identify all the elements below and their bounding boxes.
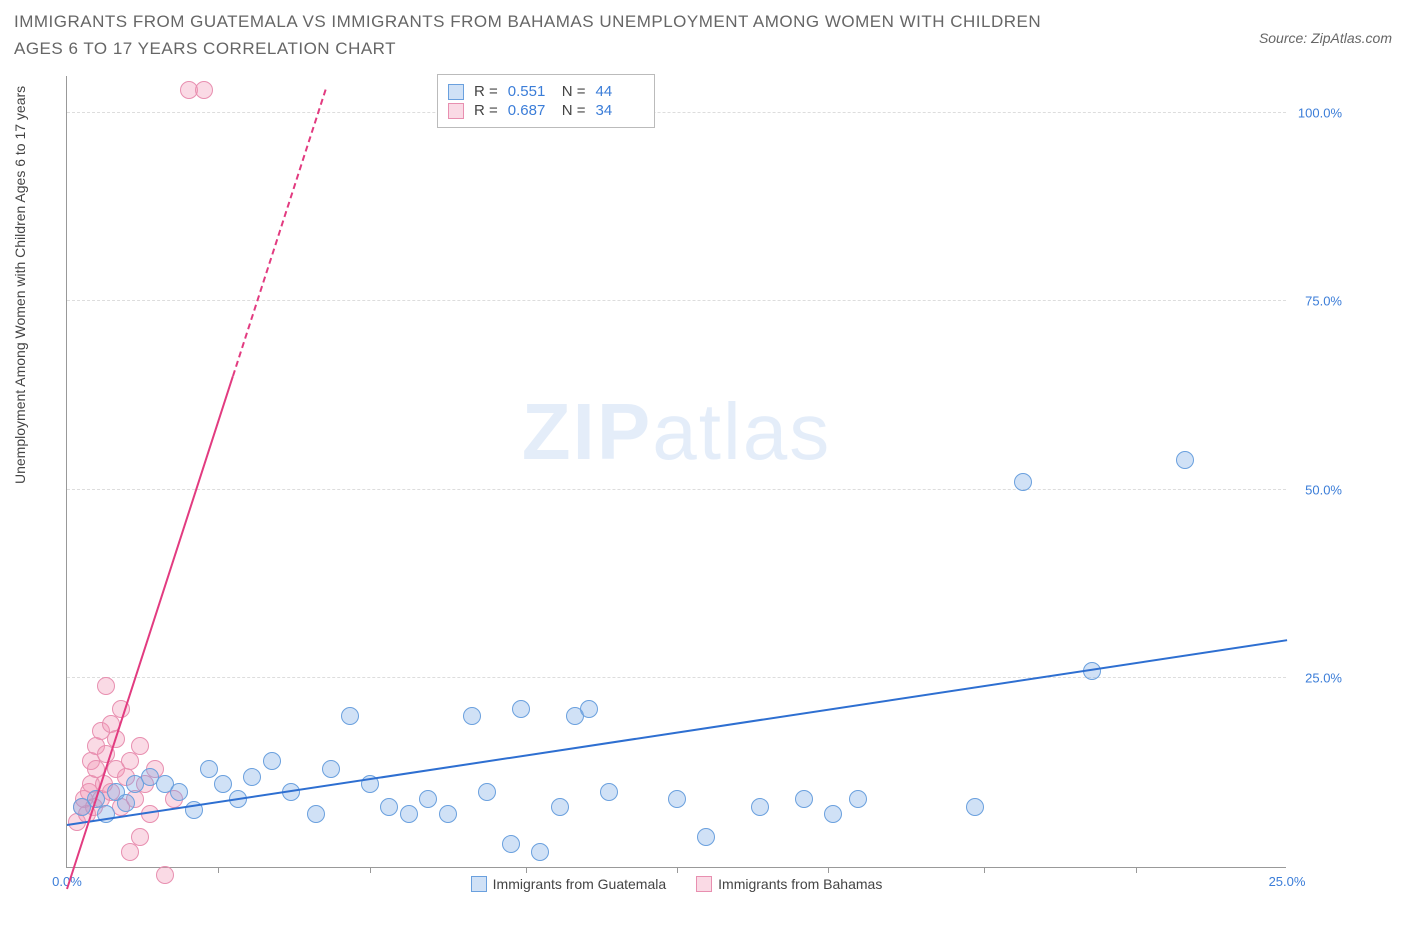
data-point [195,81,213,99]
data-point [849,790,867,808]
y-tick-label: 100.0% [1298,105,1342,120]
gridline [67,300,1286,301]
bottom-legend: Immigrants from Guatemala Immigrants fro… [67,876,1286,892]
data-point [531,843,549,861]
data-point [156,866,174,884]
y-tick-label: 75.0% [1305,294,1342,309]
n-value-2: 34 [596,102,640,119]
legend-swatch-1 [471,876,487,892]
data-point [263,752,281,770]
data-point [131,828,149,846]
data-point [697,828,715,846]
data-point [121,752,139,770]
source-citation: Source: ZipAtlas.com [1259,30,1392,46]
r-value-1: 0.551 [508,83,552,100]
x-tick-mark [1136,867,1137,873]
trend-line [232,89,327,376]
n-label: N = [562,102,586,119]
x-tick-mark [526,867,527,873]
data-point [243,768,261,786]
legend-swatch-2 [696,876,712,892]
data-point [551,798,569,816]
data-point [121,843,139,861]
stats-row-2: R = 0.687 N = 34 [448,102,640,119]
x-tick-mark [370,867,371,873]
gridline [67,489,1286,490]
chart-title: IMMIGRANTS FROM GUATEMALA VS IMMIGRANTS … [14,8,1094,62]
chart-header: IMMIGRANTS FROM GUATEMALA VS IMMIGRANTS … [14,8,1392,62]
y-axis-label: Unemployment Among Women with Children A… [12,86,28,484]
legend-label-2: Immigrants from Bahamas [718,876,882,892]
data-point [478,783,496,801]
correlation-stats-box: R = 0.551 N = 44 R = 0.687 N = 34 [437,74,655,128]
data-point [580,700,598,718]
data-point [322,760,340,778]
data-point [1176,451,1194,469]
n-label: N = [562,83,586,100]
y-tick-label: 25.0% [1305,671,1342,686]
chart-area: Unemployment Among Women with Children A… [56,76,1344,876]
data-point [117,794,135,812]
watermark: ZIPatlas [522,386,831,478]
r-label: R = [474,83,498,100]
data-point [824,805,842,823]
data-point [131,737,149,755]
legend-item-1: Immigrants from Guatemala [471,876,667,892]
gridline [67,677,1286,678]
data-point [170,783,188,801]
data-point [307,805,325,823]
data-point [751,798,769,816]
r-value-2: 0.687 [508,102,552,119]
data-point [400,805,418,823]
y-tick-label: 50.0% [1305,482,1342,497]
data-point [341,707,359,725]
x-tick-label: 25.0% [1269,874,1306,889]
stats-row-1: R = 0.551 N = 44 [448,83,640,100]
x-tick-mark [984,867,985,873]
data-point [795,790,813,808]
data-point [214,775,232,793]
data-point [668,790,686,808]
r-label: R = [474,102,498,119]
watermark-bold: ZIP [522,387,652,476]
scatter-plot: ZIPatlas R = 0.551 N = 44 R = 0.687 N = … [66,76,1286,868]
data-point [1014,473,1032,491]
data-point [200,760,218,778]
data-point [439,805,457,823]
data-point [419,790,437,808]
data-point [97,677,115,695]
gridline [67,112,1286,113]
x-tick-mark [828,867,829,873]
x-tick-mark [218,867,219,873]
swatch-series-2 [448,103,464,119]
swatch-series-1 [448,84,464,100]
legend-label-1: Immigrants from Guatemala [493,876,667,892]
legend-item-2: Immigrants from Bahamas [696,876,882,892]
data-point [600,783,618,801]
n-value-1: 44 [596,83,640,100]
data-point [966,798,984,816]
x-tick-mark [677,867,678,873]
watermark-light: atlas [652,387,831,476]
data-point [502,835,520,853]
data-point [512,700,530,718]
data-point [463,707,481,725]
data-point [380,798,398,816]
